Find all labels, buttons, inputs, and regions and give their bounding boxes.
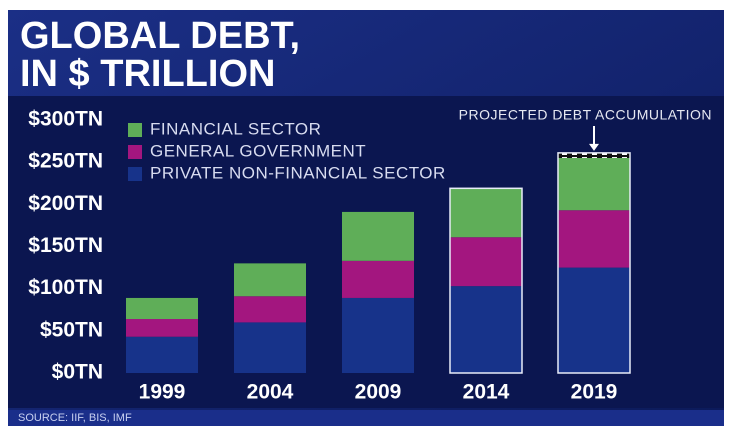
legend-swatch [128, 145, 142, 159]
legend-swatch [128, 167, 142, 181]
x-tick-label: 2004 [247, 381, 294, 404]
bar-segment [234, 322, 306, 373]
y-tick-label: $250TN [28, 150, 103, 173]
bar-outline [449, 187, 523, 374]
bar-segment [126, 336, 198, 373]
legend-label: PRIVATE NON-FINANCIAL SECTOR [150, 163, 446, 182]
x-tick-label: 2009 [355, 381, 402, 404]
annotation: PROJECTED DEBT ACCUMULATION [459, 107, 712, 123]
bar-segment [126, 297, 198, 320]
bar-segment [558, 157, 630, 211]
legend-label: FINANCIAL SECTOR [150, 119, 321, 138]
annotation-arrowhead [589, 143, 599, 151]
x-tick-label: 1999 [139, 381, 186, 404]
bar-segment [234, 263, 306, 297]
bar-segment [234, 296, 306, 323]
y-tick-label: $150TN [28, 234, 103, 257]
chart-title: IN $ TRILLION [20, 53, 275, 95]
bar-segment [558, 210, 630, 268]
y-tick-label: $300TN [28, 108, 103, 131]
projected-segment [558, 152, 630, 158]
bar-segment [342, 260, 414, 298]
bar-segment [450, 188, 522, 238]
legend-label: GENERAL GOVERNMENT [150, 141, 366, 160]
bar-segment [342, 297, 414, 373]
x-tick-label: 2014 [463, 381, 510, 404]
y-tick-label: $200TN [28, 192, 103, 215]
bar-segment [126, 319, 198, 337]
x-tick-label: 2019 [571, 381, 618, 404]
chart-title: GLOBAL DEBT, [20, 15, 300, 57]
bar-outline [557, 152, 631, 374]
y-tick-label: $0TN [52, 361, 103, 384]
bar-segment [342, 211, 414, 261]
source: SOURCE: IIF, BIS, IMF [18, 412, 132, 424]
legend-swatch [128, 123, 142, 137]
bar-segment [450, 286, 522, 373]
bar-segment [558, 267, 630, 373]
y-tick-label: $100TN [28, 276, 103, 299]
y-tick-label: $50TN [40, 318, 103, 341]
bar-segment [450, 237, 522, 287]
source-bar [8, 410, 724, 426]
